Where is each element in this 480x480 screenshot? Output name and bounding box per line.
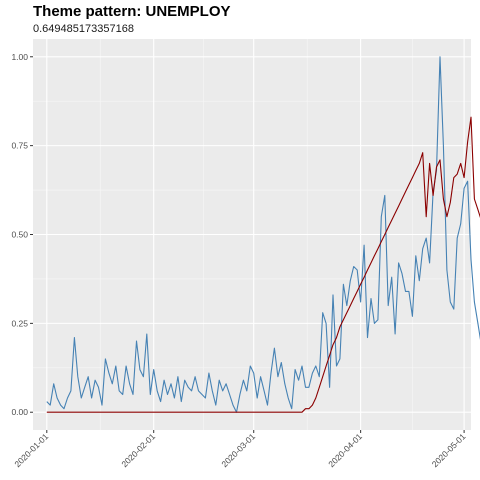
y-tick-label: 0.25 [11,318,28,328]
y-tick-label: 0.75 [11,141,28,151]
series-lines [46,56,480,413]
x-tick-label: 2020-03-01 [219,431,257,469]
y-tick-label: 0.50 [11,230,28,240]
x-tick-label: 2020-01-01 [12,431,50,469]
plot-panel [33,39,471,430]
y-tick-label: 0.00 [11,407,28,417]
x-tick-label: 2020-05-01 [430,431,468,469]
y-axis: 0.00 0.25 0.50 0.75 1.00 [11,52,33,417]
x-axis: 2020-01-01 2020-02-01 2020-03-01 2020-04-01… [12,430,468,469]
y-tick-label: 1.00 [11,52,28,62]
series-line-2 [46,116,480,413]
x-tick-label: 2020-04-01 [326,431,364,469]
chart-title: Theme pattern: UNEMPLOY [33,3,231,20]
series-line-1 [46,56,480,413]
x-tick-label: 2020-02-01 [119,431,157,469]
chart-subtitle: 0.649485173357168 [33,23,134,35]
